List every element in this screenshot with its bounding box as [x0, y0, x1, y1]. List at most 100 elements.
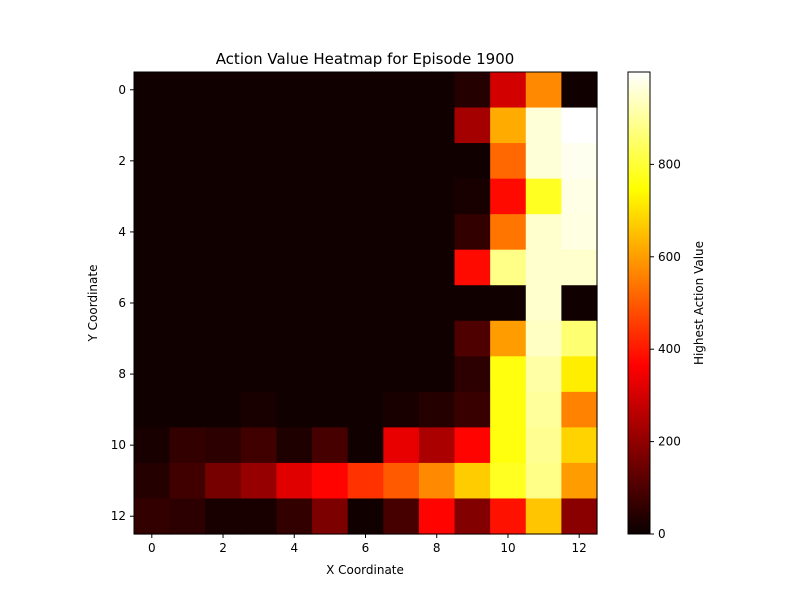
- heatmap-cell: [312, 462, 349, 500]
- heatmap-cell: [525, 427, 562, 464]
- heatmap-cell: [134, 498, 171, 535]
- heatmap-cell: [312, 249, 349, 286]
- colorbar-label: Highest Action Value: [692, 241, 706, 365]
- x-tick-label: 6: [362, 541, 370, 555]
- heatmap-cell: [169, 285, 206, 322]
- heatmap-cell: [561, 356, 598, 393]
- y-tick-label: 10: [111, 438, 126, 452]
- x-axis: 0 2 4 6 8 10 12: [148, 534, 587, 555]
- heatmap-cell: [561, 214, 598, 251]
- heatmap-cell: [134, 427, 171, 464]
- heatmap-cell: [347, 320, 384, 357]
- heatmap-cell: [276, 356, 313, 393]
- heatmap-cell: [134, 462, 171, 500]
- heatmap-cell: [490, 107, 527, 144]
- heatmap-cell: [525, 285, 562, 322]
- colorbar-axis: 0 200 400 600 800: [650, 157, 681, 541]
- heatmap-cell: [525, 72, 562, 109]
- heatmap-cell: [240, 72, 278, 109]
- heatmap-cell: [134, 143, 171, 180]
- heatmap-cell: [418, 462, 456, 500]
- heatmap-cell: [347, 391, 384, 428]
- heatmap-cell: [276, 214, 313, 251]
- colorbar-tick-label: 400: [658, 342, 681, 356]
- heatmap-cell: [312, 178, 349, 215]
- heatmap-cell: [240, 462, 278, 500]
- heatmap-cell: [383, 285, 420, 322]
- heatmap-cell: [169, 214, 206, 251]
- heatmap-cell: [276, 427, 313, 464]
- heatmap-cell: [240, 498, 278, 535]
- heatmap-cell: [169, 249, 206, 286]
- x-tick-label: 12: [572, 541, 587, 555]
- heatmap-cell: [169, 391, 206, 428]
- heatmap-cell: [240, 178, 278, 215]
- heatmap-cell: [561, 249, 598, 286]
- heatmap-cell: [240, 391, 278, 428]
- heatmap-cell: [347, 143, 384, 180]
- heatmap-cell: [454, 178, 491, 215]
- heatmap-cell: [312, 214, 349, 251]
- heatmap-cell: [525, 214, 562, 251]
- heatmap-cell: [490, 214, 527, 251]
- heatmap-cell: [383, 462, 420, 500]
- heatmap-cell: [276, 391, 313, 428]
- heatmap-cell: [383, 143, 420, 180]
- heatmap-cell: [347, 427, 384, 464]
- x-tick-label: 8: [433, 541, 441, 555]
- heatmap-cell: [525, 249, 562, 286]
- heatmap-cell: [561, 107, 598, 144]
- x-tick-label: 0: [148, 541, 156, 555]
- heatmap-cell: [134, 391, 171, 428]
- heatmap-cell: [561, 178, 598, 215]
- heatmap-cell: [347, 498, 384, 535]
- heatmap-cell: [312, 498, 349, 535]
- heatmap-cell: [169, 178, 206, 215]
- heatmap-cell: [134, 72, 171, 109]
- heatmap-cell: [454, 107, 491, 144]
- heatmap-cell: [347, 72, 384, 109]
- heatmap-cell: [490, 320, 527, 357]
- heatmap-cell: [276, 498, 313, 535]
- heatmap-cell: [169, 356, 206, 393]
- heatmap-cell: [383, 498, 420, 535]
- heatmap-cell: [312, 285, 349, 322]
- heatmap-cell: [525, 107, 562, 144]
- heatmap-cell: [240, 214, 278, 251]
- heatmap-cells: [134, 72, 598, 535]
- heatmap-cell: [561, 391, 598, 428]
- heatmap-cell: [169, 462, 206, 500]
- heatmap-cell: [383, 427, 420, 464]
- heatmap-cell: [383, 249, 420, 286]
- heatmap-cell: [205, 178, 242, 215]
- heatmap-cell: [205, 498, 242, 535]
- heatmap-cell: [347, 249, 384, 286]
- heatmap-cell: [418, 285, 456, 322]
- heatmap-cell: [347, 214, 384, 251]
- heatmap-cell: [454, 498, 491, 535]
- heatmap-cell: [240, 107, 278, 144]
- x-tick-label: 4: [290, 541, 298, 555]
- chart-title: Action Value Heatmap for Episode 1900: [216, 50, 515, 68]
- heatmap-cell: [490, 498, 527, 535]
- heatmap-cell: [490, 427, 527, 464]
- heatmap-cell: [490, 143, 527, 180]
- heatmap-cell: [490, 462, 527, 500]
- heatmap-cell: [418, 320, 456, 357]
- colorbar-tick-label: 200: [658, 435, 681, 449]
- heatmap-cell: [205, 356, 242, 393]
- heatmap-cell: [205, 143, 242, 180]
- heatmap-cell: [205, 320, 242, 357]
- heatmap-cell: [312, 320, 349, 357]
- heatmap-cell: [418, 356, 456, 393]
- heatmap-cell: [490, 72, 527, 109]
- heatmap-cell: [561, 462, 598, 500]
- heatmap-cell: [454, 249, 491, 286]
- heatmap-cell: [240, 356, 278, 393]
- heatmap-cell: [418, 498, 456, 535]
- x-axis-label: X Coordinate: [326, 563, 404, 577]
- heatmap-cell: [454, 427, 491, 464]
- heatmap-cell: [454, 285, 491, 322]
- y-tick-label: 4: [118, 225, 126, 239]
- heatmap-cell: [276, 143, 313, 180]
